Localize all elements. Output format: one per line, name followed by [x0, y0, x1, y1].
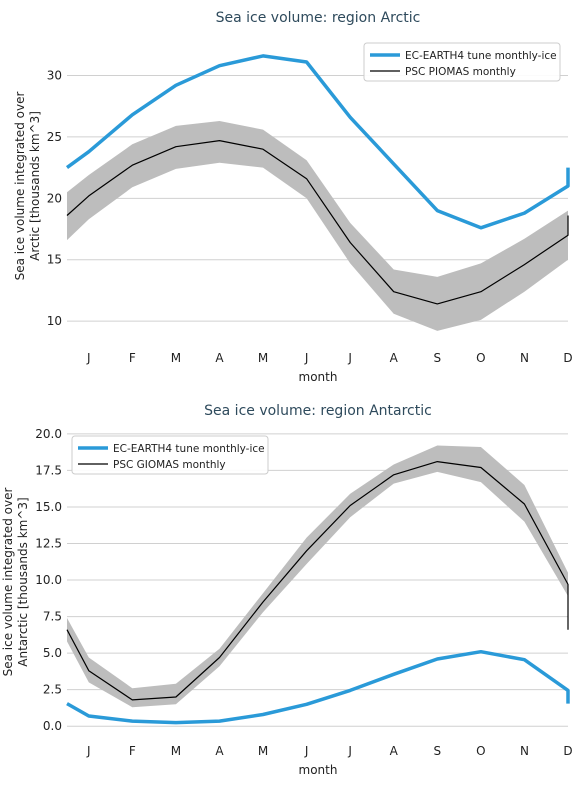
- chart-arctic: Sea ice volume: region Arctic 10 15 20 25 30…: [13, 10, 573, 384]
- x-tick-label-antarctic: S: [433, 744, 441, 758]
- x-tick-label-arctic: J: [86, 351, 91, 365]
- x-tick-label-arctic: M: [258, 351, 268, 365]
- x-tick-label-antarctic: A: [215, 744, 224, 758]
- legend-antarctic: EC-EARTH4 tune monthly-ice PSC GIOMAS mo…: [71, 435, 269, 475]
- band-antarctic: [67, 445, 568, 708]
- y-tick-label-antarctic: 5.0: [43, 646, 62, 660]
- x-tick-label-arctic: A: [215, 351, 224, 365]
- x-tick-label-antarctic: F: [129, 744, 136, 758]
- chart-title-antarctic: Sea ice volume: region Antarctic: [204, 403, 432, 419]
- legend-box-antarctic: [71, 435, 269, 475]
- series-line-reference-arctic: [66, 140, 569, 305]
- x-tick-label-antarctic: A: [390, 744, 399, 758]
- x-axis-label-arctic: month: [299, 370, 338, 384]
- x-tick-label-antarctic: M: [258, 744, 268, 758]
- y-tick-label-antarctic: 0.0: [43, 719, 62, 733]
- lines-arctic: [65, 54, 570, 305]
- y-tick-label-arctic: 30: [47, 69, 62, 83]
- y-tick-label-antarctic: 12.5: [35, 536, 62, 550]
- chart-antarctic: Sea ice volume: region Antarctic 0.0 2.5 5…: [1, 403, 573, 777]
- x-tick-label-arctic: N: [520, 351, 529, 365]
- y-tick-label-arctic: 20: [47, 191, 62, 205]
- band-arctic: [67, 121, 568, 331]
- y-axis-label-antarctic-line2: Antarctic [thousands km^3]: [16, 497, 30, 666]
- y-tick-label-antarctic: 17.5: [35, 463, 62, 477]
- y-tick-label-arctic: 25: [47, 130, 62, 144]
- series-line-ec-earth-antarctic: [66, 649, 570, 725]
- y-tick-label-antarctic: 2.5: [43, 683, 62, 697]
- x-tick-label-antarctic: M: [171, 744, 181, 758]
- x-axis-label-antarctic: month: [299, 763, 338, 777]
- yticks-antarctic: 0.0 2.5 5.0 7.5 10.0 12.5 15.0 17.5 20.0: [35, 427, 62, 733]
- x-tick-label-antarctic: D: [563, 744, 572, 758]
- lines-antarctic: [66, 461, 570, 725]
- x-tick-label-antarctic: J: [304, 744, 309, 758]
- y-tick-label-antarctic: 10.0: [35, 573, 62, 587]
- y-tick-label-antarctic: 20.0: [35, 427, 62, 441]
- x-tick-label-arctic: A: [390, 351, 399, 365]
- series-line-ec-earth-arctic: [65, 54, 570, 230]
- y-axis-label-arctic-line2: Arctic [thousands km^3]: [28, 111, 42, 261]
- y-axis-label-antarctic-line1: Sea ice volume integrated over: [1, 488, 15, 677]
- y-tick-label-antarctic: 15.0: [35, 500, 62, 514]
- legend-label-piomas: PSC PIOMAS monthly: [405, 66, 516, 78]
- legend-label-giomas: PSC GIOMAS monthly: [113, 459, 226, 471]
- x-tick-label-antarctic: N: [520, 744, 529, 758]
- y-tick-label-antarctic: 7.5: [43, 610, 62, 624]
- x-tick-label-arctic: D: [563, 351, 572, 365]
- y-axis-label-arctic-line1: Sea ice volume integrated over: [13, 92, 27, 281]
- x-tick-label-arctic: J: [304, 351, 309, 365]
- yticks-arctic: 10 15 20 25 30: [47, 69, 62, 329]
- x-tick-label-arctic: F: [129, 351, 136, 365]
- y-tick-label-arctic: 15: [47, 253, 62, 267]
- series-line-reference-antarctic: [66, 461, 569, 701]
- x-tick-label-arctic: J: [347, 351, 352, 365]
- legend-box-arctic: [363, 42, 561, 82]
- chart-title-arctic: Sea ice volume: region Arctic: [216, 10, 421, 26]
- uncertainty-band-arctic: [67, 121, 568, 331]
- y-tick-label-arctic: 10: [47, 314, 62, 328]
- legend-label-ec-earth-antarctic: EC-EARTH4 tune monthly-ice: [113, 443, 265, 455]
- x-tick-label-antarctic: O: [476, 744, 485, 758]
- x-tick-label-arctic: M: [171, 351, 181, 365]
- x-tick-label-arctic: O: [476, 351, 485, 365]
- x-tick-label-antarctic: J: [347, 744, 352, 758]
- uncertainty-band-antarctic: [67, 445, 568, 708]
- legend-arctic: EC-EARTH4 tune monthly-ice PSC PIOMAS mo…: [363, 42, 561, 82]
- x-tick-label-arctic: S: [433, 351, 441, 365]
- x-tick-label-antarctic: J: [86, 744, 91, 758]
- legend-label-ec-earth-arctic: EC-EARTH4 tune monthly-ice: [405, 50, 557, 62]
